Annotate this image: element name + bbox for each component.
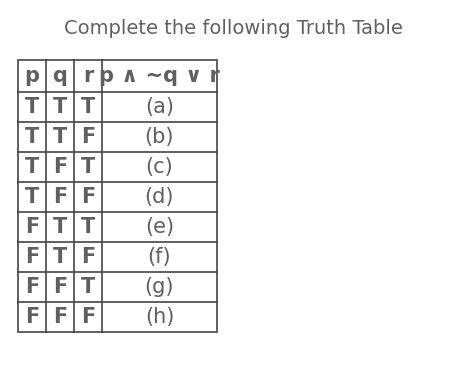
Text: F: F — [53, 277, 67, 297]
Bar — [18, 60, 217, 332]
Text: F: F — [25, 217, 39, 237]
Text: T: T — [81, 157, 95, 177]
Text: T: T — [53, 127, 67, 147]
Text: (c): (c) — [146, 157, 173, 177]
Text: (f): (f) — [148, 247, 171, 267]
Text: F: F — [25, 307, 39, 327]
Text: F: F — [25, 277, 39, 297]
Text: T: T — [25, 127, 39, 147]
Text: p: p — [24, 66, 40, 86]
Text: q: q — [53, 66, 67, 86]
Text: F: F — [81, 127, 95, 147]
Text: (a): (a) — [145, 97, 174, 117]
Text: T: T — [25, 187, 39, 207]
Text: F: F — [53, 307, 67, 327]
Text: F: F — [81, 247, 95, 267]
Text: F: F — [53, 187, 67, 207]
Text: T: T — [53, 247, 67, 267]
Text: T: T — [53, 97, 67, 117]
Text: (b): (b) — [145, 127, 174, 147]
Text: F: F — [25, 247, 39, 267]
Text: Complete the following Truth Table: Complete the following Truth Table — [64, 19, 403, 38]
Text: T: T — [81, 97, 95, 117]
Text: F: F — [81, 187, 95, 207]
Text: T: T — [53, 217, 67, 237]
Text: (e): (e) — [145, 217, 174, 237]
Text: (g): (g) — [145, 277, 174, 297]
Text: T: T — [81, 277, 95, 297]
Text: F: F — [53, 157, 67, 177]
Text: p ∧ ~q ∨ r: p ∧ ~q ∨ r — [99, 66, 220, 86]
Text: (d): (d) — [145, 187, 174, 207]
Text: T: T — [25, 157, 39, 177]
Text: F: F — [81, 307, 95, 327]
Text: (h): (h) — [145, 307, 174, 327]
Text: r: r — [83, 66, 93, 86]
Text: T: T — [25, 97, 39, 117]
Text: T: T — [81, 217, 95, 237]
